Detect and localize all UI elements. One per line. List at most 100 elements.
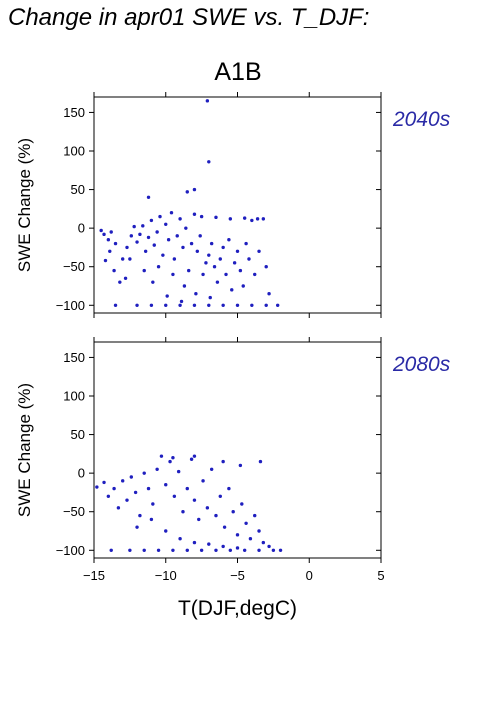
data-point: [187, 268, 191, 273]
data-point: [201, 272, 205, 277]
data-point: [235, 533, 240, 537]
data-point: [178, 303, 182, 307]
data-point: [164, 222, 168, 226]
data-point: [192, 540, 197, 545]
data-point: [264, 303, 268, 307]
period-label: 2040s: [392, 108, 451, 131]
data-point: [198, 234, 202, 238]
data-point: [125, 245, 129, 250]
data-point: [158, 214, 162, 219]
data-point: [106, 494, 111, 498]
y-tick-label: 50: [71, 427, 85, 442]
data-point: [179, 299, 184, 304]
data-point: [205, 99, 210, 103]
data-point: [129, 234, 134, 238]
data-point: [135, 303, 139, 307]
data-point: [238, 268, 243, 273]
y-tick-label: 0: [78, 466, 85, 481]
data-point: [192, 212, 197, 216]
data-point: [175, 234, 179, 238]
data-point: [185, 548, 189, 552]
x-tick-label: 5: [377, 568, 384, 583]
data-point: [164, 303, 168, 307]
y-tick-label: 0: [78, 221, 85, 236]
data-point: [212, 265, 217, 269]
data-point: [257, 529, 261, 533]
data-point: [235, 249, 240, 253]
data-point: [125, 498, 129, 502]
data-point: [207, 542, 211, 546]
data-point: [168, 459, 172, 464]
data-point: [108, 249, 112, 253]
y-tick-label: 100: [63, 389, 85, 404]
data-point: [149, 517, 154, 522]
data-point: [209, 241, 214, 246]
data-point: [201, 479, 205, 483]
data-point: [155, 467, 159, 471]
data-point: [258, 459, 263, 464]
data-point: [253, 272, 257, 277]
data-point: [222, 525, 227, 529]
y-axis-title: SWE Change (%): [15, 383, 34, 517]
data-point: [184, 226, 188, 230]
period-label: 2080s: [392, 353, 451, 376]
data-point: [138, 513, 142, 518]
data-point: [194, 292, 198, 296]
data-point: [192, 454, 197, 458]
data-point: [208, 295, 212, 300]
data-point: [121, 257, 125, 261]
data-point: [156, 265, 161, 269]
data-point: [242, 548, 247, 552]
data-point: [133, 490, 138, 495]
data-point: [142, 471, 146, 475]
data-point: [248, 537, 253, 541]
data-point: [221, 459, 225, 464]
y-tick-label: −100: [56, 298, 85, 313]
data-point: [118, 280, 122, 284]
y-tick-label: −100: [56, 543, 85, 558]
data-point: [171, 456, 175, 460]
data-point: [181, 510, 185, 514]
x-tick-label: −15: [83, 568, 105, 583]
data-point: [231, 510, 235, 514]
data-point: [121, 479, 125, 483]
data-point: [227, 238, 231, 242]
data-point: [253, 513, 257, 518]
data-point: [165, 294, 169, 298]
data-point: [112, 486, 116, 491]
data-point: [116, 506, 121, 510]
data-point: [159, 454, 164, 458]
data-point: [152, 243, 156, 247]
data-point: [257, 548, 261, 552]
data-point: [199, 548, 204, 552]
plot-frame-0: [93, 96, 382, 314]
data-point: [261, 217, 266, 221]
data-point: [247, 257, 251, 261]
data-point: [207, 160, 211, 164]
data-point: [113, 241, 118, 246]
data-point: [146, 235, 151, 240]
data-point: [271, 548, 276, 552]
data-point: [143, 249, 148, 253]
data-point: [204, 261, 208, 265]
data-point: [156, 548, 161, 552]
data-point: [199, 214, 204, 219]
data-point: [207, 253, 211, 257]
data-point: [141, 224, 145, 228]
data-point: [171, 548, 175, 552]
page-title: Change in apr01 SWE vs. T_DJF:: [8, 4, 370, 31]
y-tick-label: 100: [63, 144, 85, 159]
data-point: [197, 517, 201, 522]
data-point: [214, 215, 218, 220]
data-point: [161, 253, 165, 257]
data-point: [181, 245, 185, 250]
data-point: [232, 261, 237, 265]
data-point: [250, 303, 254, 307]
x-axis-title: T(DJF,degC): [178, 597, 297, 620]
data-point: [171, 272, 175, 277]
data-point: [128, 257, 132, 261]
data-point: [146, 195, 151, 199]
data-point: [195, 249, 200, 253]
data-point: [227, 486, 231, 491]
data-point: [250, 218, 254, 223]
